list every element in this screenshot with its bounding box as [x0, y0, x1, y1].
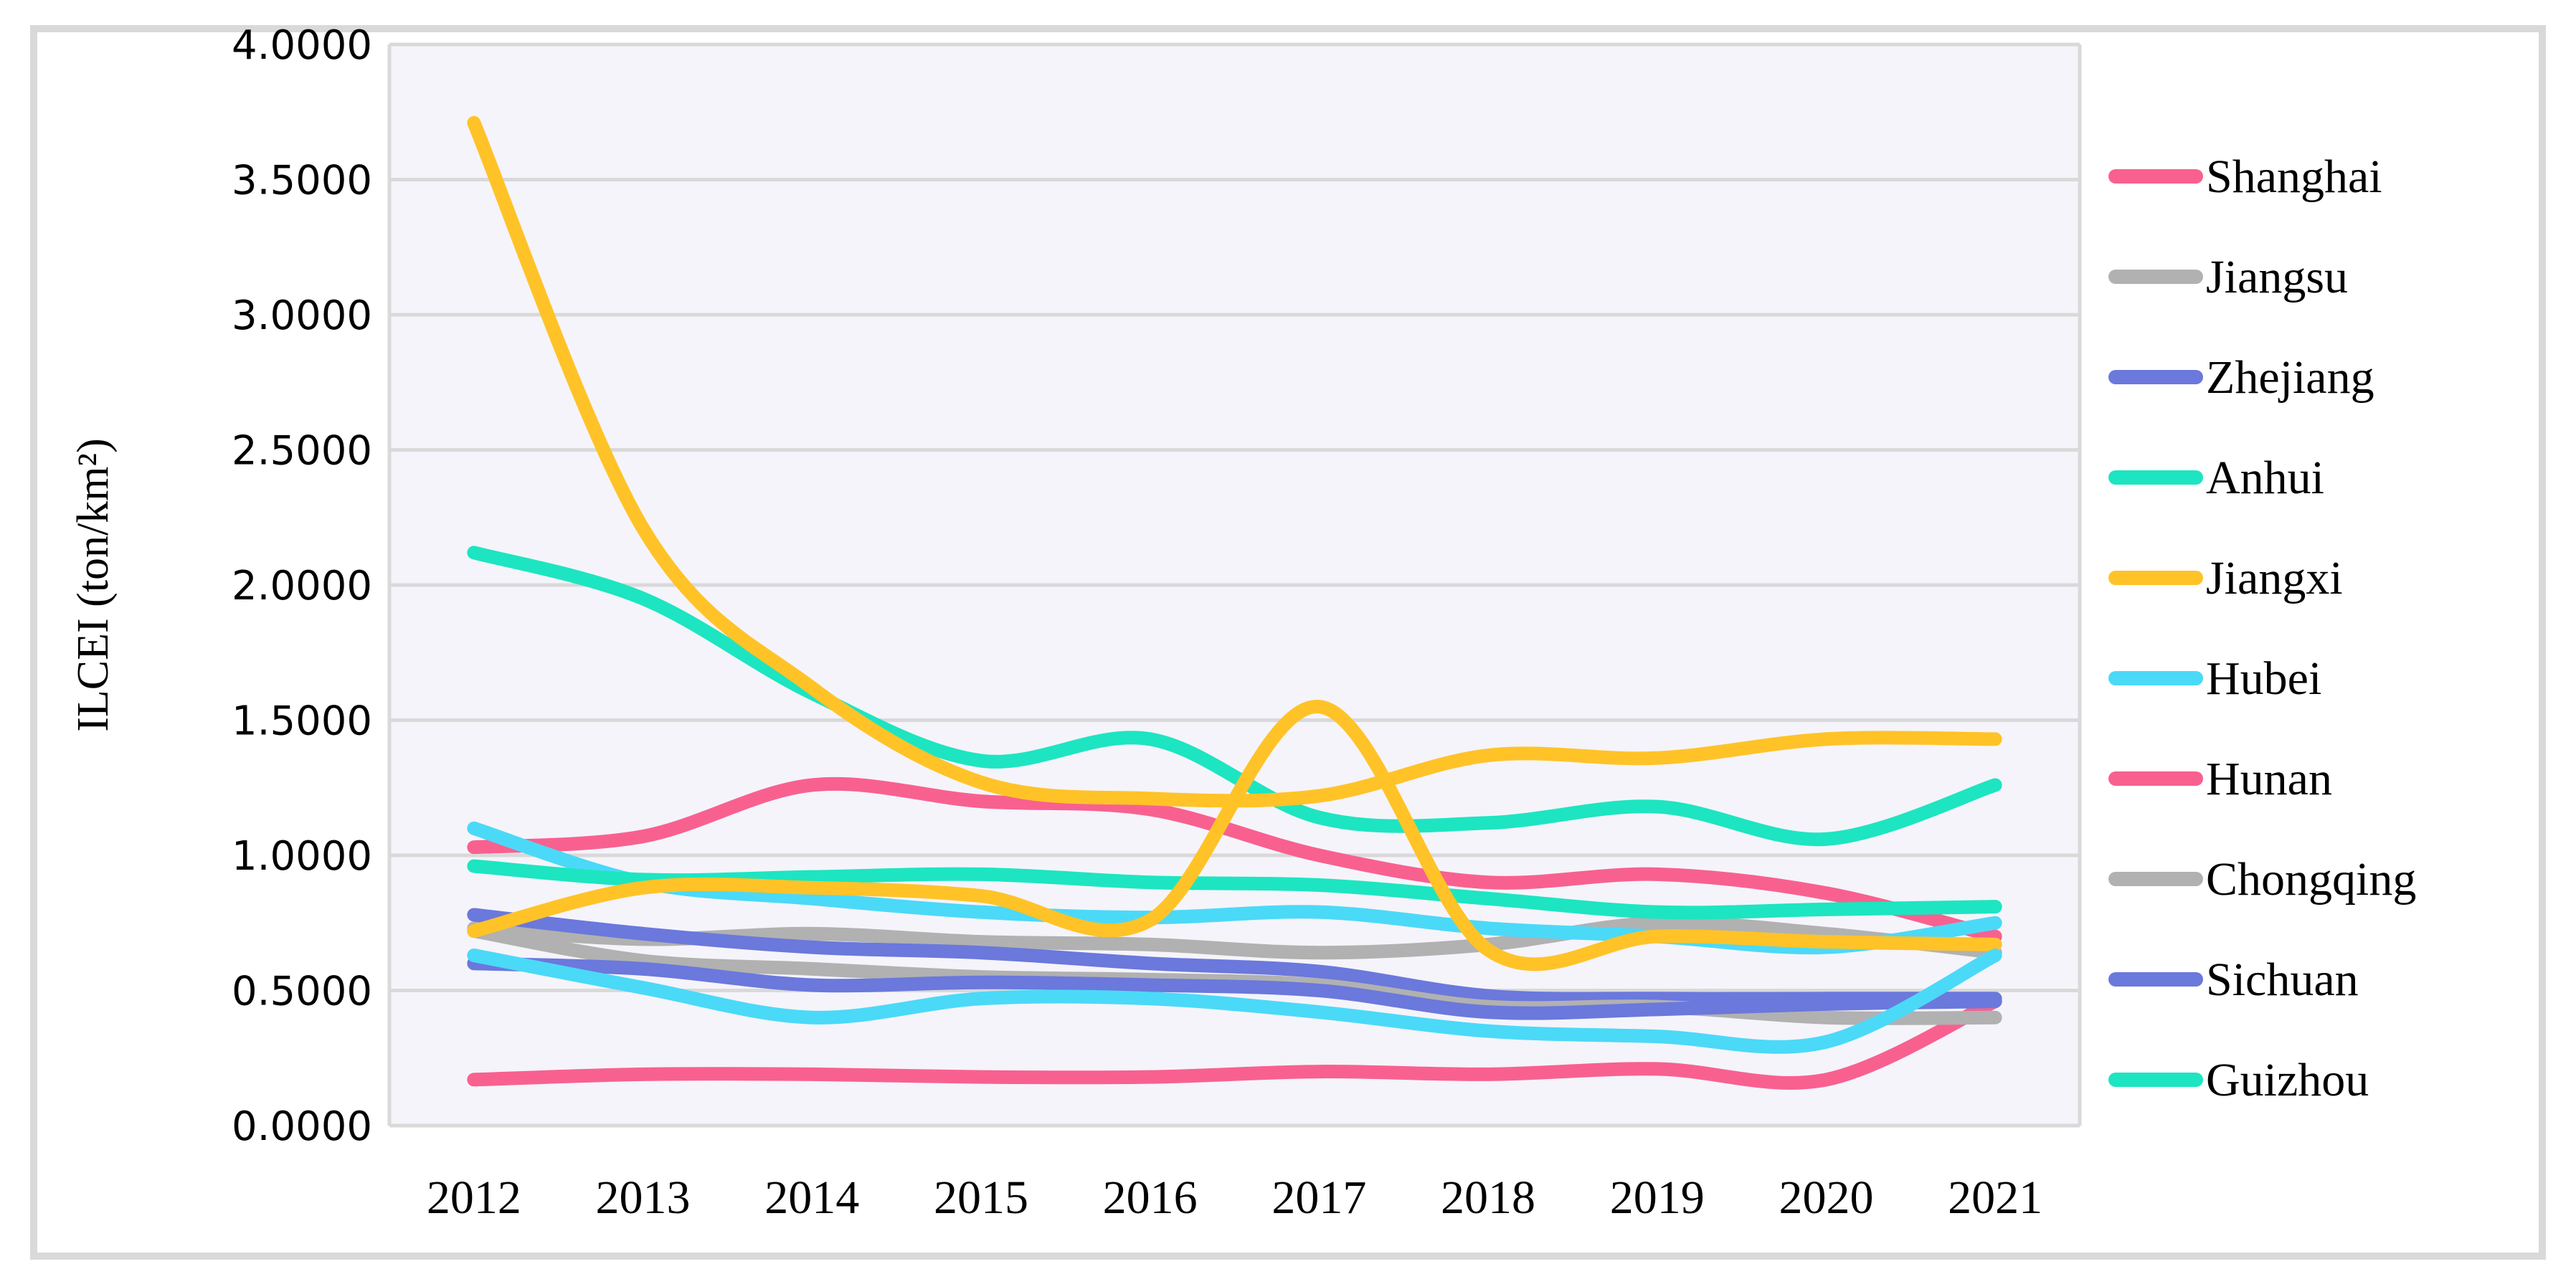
- x-tick-label: 2015: [934, 1172, 1028, 1224]
- legend-label-shanghai: Shanghai: [2206, 151, 2382, 203]
- x-tick-label: 2018: [1441, 1172, 1535, 1224]
- x-tick-label: 2017: [1272, 1172, 1366, 1224]
- y-tick-label: 4.0000: [232, 22, 372, 69]
- series-line-shanghai: [467, 776, 2002, 944]
- series-line-extra-11: [467, 948, 2002, 1054]
- series-line-zhejiang: [467, 908, 2002, 1006]
- legend-label-guizhou: Guizhou: [2206, 1054, 2369, 1106]
- x-tick-label: 2020: [1779, 1172, 1873, 1224]
- legend-label-zhejiang: Zhejiang: [2206, 351, 2374, 404]
- y-tick-label: 1.5000: [232, 698, 372, 745]
- x-tick-label: 2021: [1948, 1172, 2042, 1224]
- series-line-sichuan: [467, 956, 2002, 1020]
- y-tick-label: 2.5000: [232, 428, 372, 475]
- legend-label-hubei: Hubei: [2206, 652, 2321, 705]
- x-tick-label: 2019: [1610, 1172, 1705, 1224]
- x-tick-label: 2013: [596, 1172, 691, 1224]
- y-tick-label: 0.5000: [232, 969, 372, 1015]
- series-line-anhui: [467, 546, 2002, 847]
- y-tick-label: 3.5000: [232, 158, 372, 204]
- x-tick-label: 2016: [1103, 1172, 1198, 1224]
- y-tick-label: 2.0000: [232, 563, 372, 609]
- y-tick-label: 3.0000: [232, 293, 372, 339]
- series-line-hunan: [467, 994, 2002, 1090]
- series-line-extra-10: [467, 700, 2002, 971]
- y-tick-label: 0.0000: [232, 1103, 372, 1150]
- chart-border: [30, 25, 2546, 1260]
- x-tick-label: 2014: [764, 1172, 859, 1224]
- legend-label-anhui: Anhui: [2206, 452, 2324, 504]
- legend-label-chongqing: Chongqing: [2206, 853, 2416, 906]
- legend-label-hunan: Hunan: [2206, 753, 2332, 805]
- legend-label-sichuan: Sichuan: [2206, 954, 2359, 1006]
- y-axis-title: ILCEI (ton/km²): [69, 438, 118, 731]
- legend-label-jiangxi: Jiangxi: [2206, 552, 2343, 604]
- x-tick-label: 2012: [427, 1172, 521, 1224]
- y-tick-label: 1.0000: [232, 833, 372, 880]
- legend-label-jiangsu: Jiangsu: [2206, 251, 2348, 303]
- series-line-jiangxi: [467, 115, 2002, 808]
